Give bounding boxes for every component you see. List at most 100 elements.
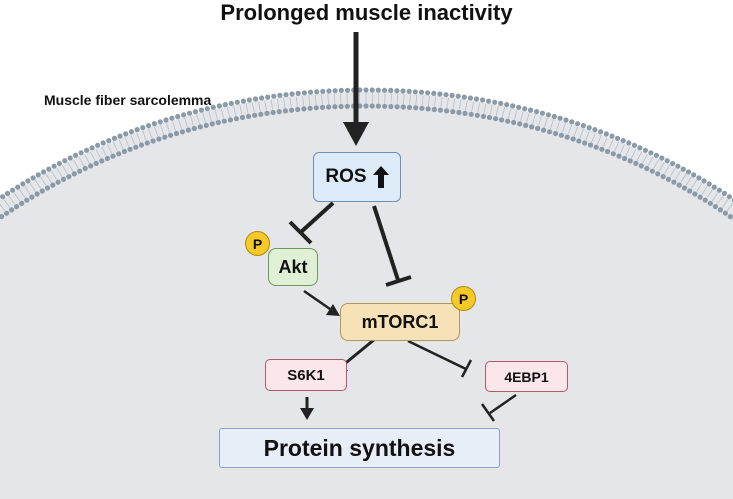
membrane-lipid-head [443, 92, 449, 98]
membrane-lipid-tail [142, 130, 147, 141]
membrane-lipid-head [547, 129, 553, 135]
membrane-lipid-head [721, 190, 728, 196]
membrane-lipid-head [111, 135, 117, 141]
membrane-lipid-tail [680, 173, 687, 183]
membrane-lipid-head [313, 105, 319, 111]
ros-inhibits-mtorc1-line [372, 205, 400, 281]
diagram-title: Prolonged muscle inactivity [220, 0, 513, 25]
membrane-lipid-tail [669, 167, 676, 178]
membrane-lipid-head [99, 158, 105, 164]
membrane-lipid-head [84, 147, 90, 153]
membrane-lipid-tail [434, 96, 437, 107]
membrane-lipid-head [307, 89, 314, 95]
membrane-lipid-head [181, 112, 187, 118]
membrane-lipid-head [450, 109, 456, 115]
membrane-lipid-head [203, 122, 209, 128]
membrane-lipid-tail [489, 104, 493, 115]
membrane-lipid-head [270, 109, 276, 116]
membrane-lipid-tail [24, 186, 31, 195]
membrane-lipid-tail [653, 159, 659, 169]
membrane-lipid-tail [321, 94, 323, 105]
membrane-lipid-head [151, 121, 157, 127]
membrane-lipid-head [586, 125, 592, 131]
membrane-lipid-head [186, 110, 193, 116]
membrane-lipid-head [25, 178, 31, 184]
membrane-lipid-tail [178, 119, 182, 130]
membrane-lipid-tail [302, 95, 304, 106]
membrane-lipid-head [162, 134, 168, 140]
membrane-lipid-head [276, 109, 282, 115]
membrane-lipid-head [516, 104, 522, 110]
membrane-lipid-head [382, 103, 388, 109]
membrane-lipid-head [557, 115, 563, 121]
membrane-lipid-head [0, 194, 6, 200]
membrane-lipid-head [29, 194, 35, 200]
membrane-lipid-head [576, 138, 582, 144]
membrane-lipid-head [227, 117, 233, 123]
membrane-lipid-head [150, 138, 156, 144]
membrane-lipid-head [44, 185, 51, 191]
membrane-lipid-head [134, 127, 140, 133]
membrane-lipid-head [545, 112, 552, 118]
membrane-lipid-head [425, 90, 431, 96]
membrane-lipid-head [15, 184, 21, 190]
membrane-lipid-tail [214, 109, 218, 120]
membrane-lipid-head [406, 104, 413, 110]
membrane-lipid-head [486, 114, 493, 121]
membrane-lipid-head [375, 103, 381, 109]
membrane-lipid-tail [440, 97, 443, 108]
membrane-lipid-tail [446, 97, 449, 108]
akt-activates-mtorc1-line [303, 289, 331, 311]
membrane-lipid-tail [67, 162, 74, 172]
membrane-lipid-head [301, 90, 307, 96]
membrane-lipid-head [71, 171, 77, 177]
membrane-lipid-tail [154, 126, 159, 137]
membrane-lipid-tail [107, 144, 113, 154]
membrane-lipid-head [216, 103, 222, 109]
membrane-lipid-tail [631, 149, 637, 159]
membrane-lipid-head [204, 106, 210, 112]
membrane-lipid-head [400, 104, 406, 110]
membrane-lipid-tail [124, 137, 130, 147]
membrane-lipid-head [66, 174, 72, 180]
membrane-lipid-head [146, 123, 152, 129]
membrane-lipid-head [338, 87, 344, 93]
membrane-lipid-tail [62, 165, 68, 175]
membrane-lipid-head [655, 171, 661, 177]
membrane-lipid-head [282, 108, 288, 114]
membrane-lipid-head [431, 106, 437, 113]
membrane-lipid-head [593, 144, 599, 150]
membrane-label: Muscle fiber sarcolemma [44, 92, 212, 108]
membrane-lipid-head [707, 200, 713, 206]
membrane-lipid-tail [251, 102, 255, 113]
membrane-lipid-head [616, 153, 622, 159]
membrane-lipid-head [406, 88, 412, 94]
membrane-lipid-head [664, 158, 670, 164]
membrane-lipid-head [192, 109, 198, 115]
membrane-lipid-head [24, 197, 30, 203]
membrane-lipid-head [598, 129, 604, 135]
membrane-lipid-tail [625, 146, 631, 156]
membrane-lipid-tail [118, 139, 124, 149]
membrane-lipid-head [240, 98, 246, 104]
membrane-lipid-tail [239, 104, 243, 115]
membrane-lipid-head [239, 114, 246, 121]
membrane-lipid-tail [520, 111, 524, 122]
membrane-lipid-head [691, 172, 697, 178]
membrane-lipid-head [534, 109, 540, 115]
membrane-lipid-head [535, 125, 541, 132]
membrane-lipid-head [626, 140, 632, 146]
membrane-lipid-tail [477, 102, 481, 113]
membrane-lipid-head [264, 110, 270, 116]
membrane-lipid-head [116, 151, 122, 157]
membrane-lipid-head [638, 163, 644, 169]
membrane-lipid-tail [538, 115, 542, 126]
membrane-lipid-tail [409, 94, 411, 105]
membrane-lipid-tail [556, 121, 560, 131]
membrane-lipid-head [692, 191, 698, 197]
membrane-lipid-head [169, 115, 175, 121]
membrane-lipid-head [82, 165, 88, 172]
ros-inhibits-akt-bar [288, 220, 313, 245]
membrane-lipid-head [696, 175, 702, 181]
membrane-lipid-head [67, 155, 73, 161]
